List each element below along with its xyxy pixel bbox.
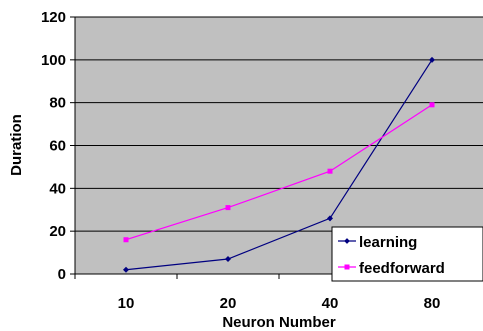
data-point-learning-20: [225, 256, 231, 263]
gridlines: [75, 16, 483, 232]
data-point-feedforward-40: [327, 168, 333, 174]
y-tick-label-0: 0: [58, 266, 66, 283]
legend-marker-learning: [344, 238, 350, 244]
data-point-feedforward-80: [429, 102, 435, 108]
data-point-feedforward-20: [225, 205, 231, 211]
legend-label-feedforward: feedforward: [359, 260, 445, 277]
y-axis-title: Duration: [8, 114, 25, 176]
legend-marker-feedforward: [344, 264, 350, 270]
series-layer: [123, 56, 435, 273]
x-tick-label-40: 40: [322, 295, 339, 312]
x-tick-label-20: 20: [220, 295, 237, 312]
x-axis-title: Neuron Number: [222, 314, 336, 331]
legend: learning feedforward: [331, 226, 483, 282]
data-point-feedforward-10: [123, 237, 129, 243]
x-tick-label-80: 80: [424, 295, 441, 312]
y-tick-label-60: 60: [49, 138, 66, 155]
y-tick-label-20: 20: [49, 223, 66, 240]
series-line-learning: [125, 59, 433, 271]
y-tick-label-40: 40: [49, 180, 66, 197]
y-tick-label-120: 120: [41, 9, 66, 26]
legend-box: [331, 226, 483, 282]
data-point-learning-40: [327, 215, 333, 222]
x-tick-label-10: 10: [118, 295, 135, 312]
data-point-learning-80: [429, 56, 435, 63]
series-line-feedforward: [125, 104, 433, 241]
y-tick-label-80: 80: [49, 95, 66, 112]
y-tick-label-100: 100: [41, 52, 66, 69]
x-axis-ticks: 10 20 40 80: [74, 274, 483, 312]
y-axis-ticks: 0 20 40 60 80 100 120: [41, 9, 75, 283]
data-point-learning-10: [123, 266, 129, 273]
legend-label-learning: learning: [359, 234, 417, 251]
